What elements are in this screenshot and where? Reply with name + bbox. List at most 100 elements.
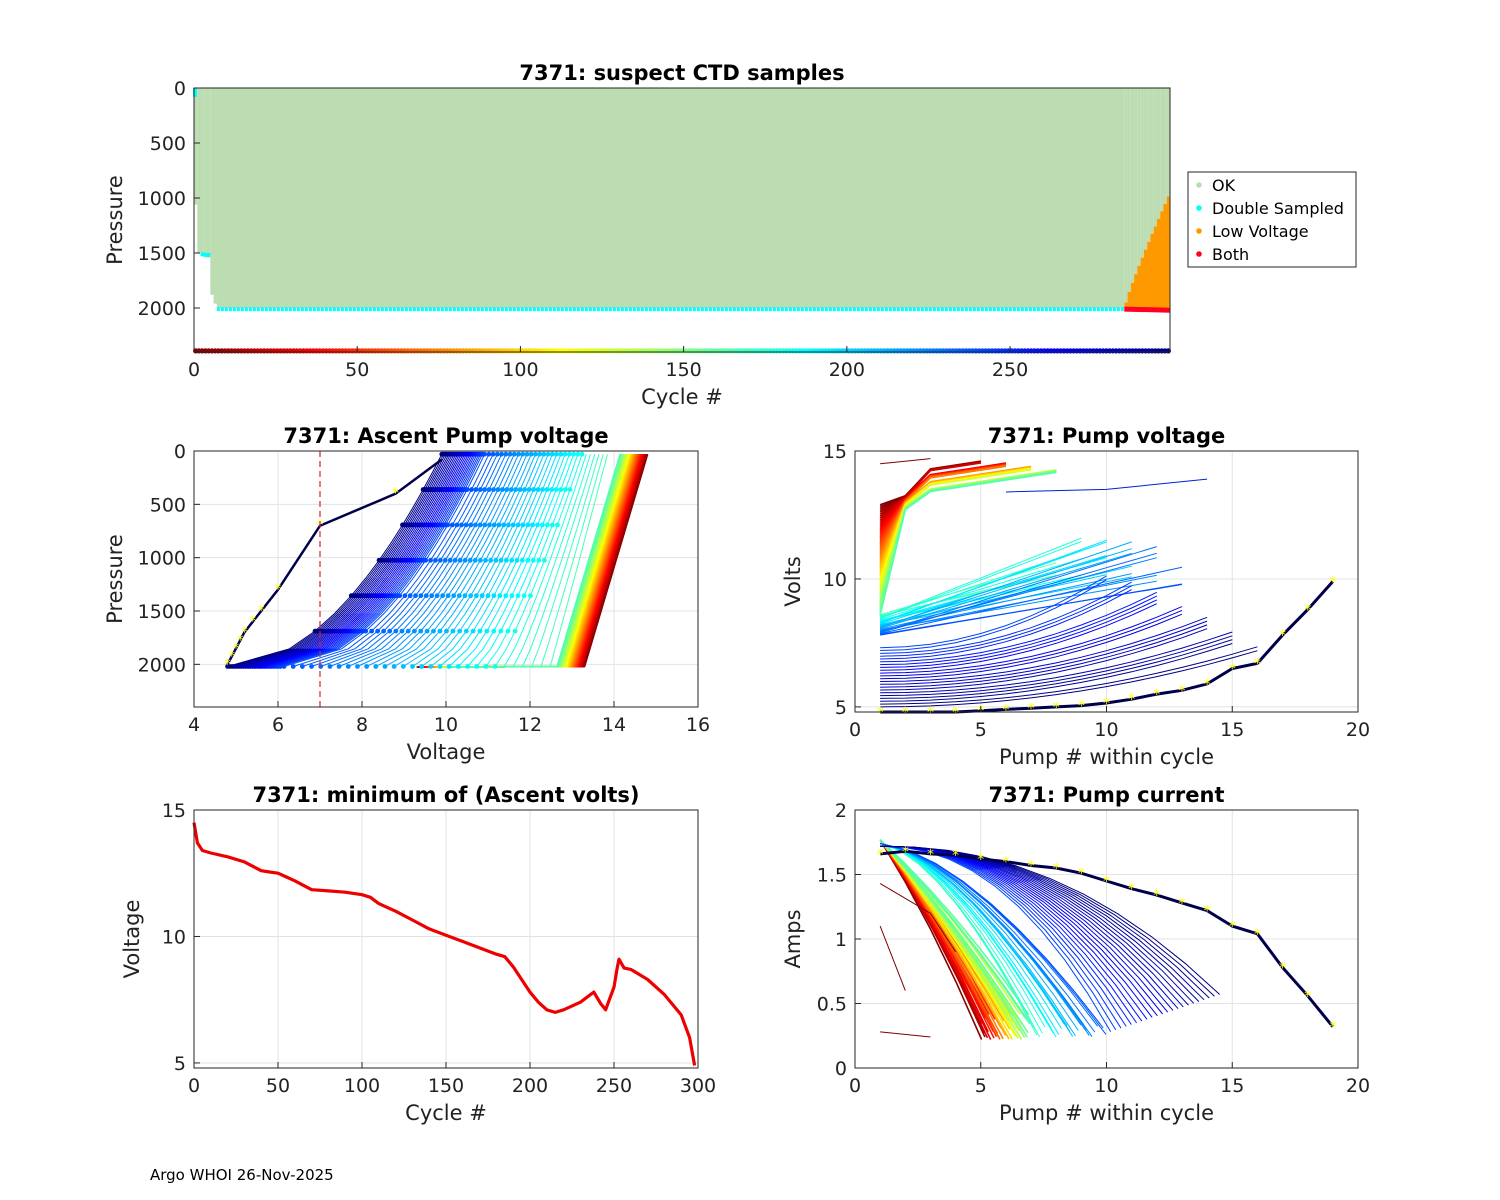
- pump-voltage-line: [880, 643, 1233, 702]
- pump-voltage-line: [879, 548, 1132, 628]
- pump-voltage-line: [880, 646, 1258, 705]
- low-voltage-region: [1163, 203, 1168, 308]
- axes-minvolt: [192, 809, 699, 1068]
- ascent-point: [402, 593, 408, 599]
- ascent-profile: [270, 453, 476, 667]
- ascent-point: [407, 593, 413, 599]
- x-tick-label: 150: [428, 1075, 464, 1097]
- last-cycle-marker: *: [1153, 687, 1160, 703]
- pump-current-line: [880, 845, 1221, 995]
- pump-voltage-line: [880, 635, 1233, 697]
- ascent-point: [446, 664, 452, 669]
- ascent-point: [504, 487, 510, 492]
- ascent-point: [447, 557, 453, 563]
- ascent-profile: [252, 453, 462, 667]
- ascent-point: [369, 628, 375, 634]
- ascent-point: [290, 664, 296, 669]
- y-tick-label: 500: [150, 494, 186, 516]
- low-voltage-region: [1147, 241, 1151, 308]
- ascent-point: [503, 593, 509, 599]
- ascent-point: [451, 593, 457, 599]
- ok-region-late: [1137, 88, 1141, 266]
- last-cycle-marker: *: [275, 583, 282, 598]
- ascent-point: [566, 451, 572, 457]
- ascent-point: [418, 628, 424, 634]
- ascent-profile: [234, 453, 448, 667]
- ascent-profile: [503, 454, 587, 667]
- ascent-point: [524, 451, 530, 457]
- ascent-point: [429, 593, 435, 599]
- ascent-point: [474, 664, 480, 669]
- legend-box: [1187, 171, 1357, 268]
- pump-current-line: [879, 843, 1107, 1035]
- y-axis-label: Amps: [781, 909, 805, 968]
- ascent-point: [541, 451, 547, 457]
- ok-region-late: [1163, 88, 1167, 204]
- last-cycle-marker: *: [952, 848, 959, 864]
- x-axis-label: Voltage: [407, 740, 486, 764]
- last-cycle-marker: *: [1078, 699, 1085, 715]
- ascent-profile: [245, 453, 457, 667]
- ascent-profile: [275, 453, 480, 667]
- ascent-profile: [268, 453, 475, 667]
- y-tick-label: 1: [835, 929, 847, 951]
- ascent-point: [520, 451, 526, 457]
- ascent-point: [444, 628, 449, 634]
- pump-voltage-line: [880, 650, 1258, 708]
- y-tick-label: 10: [162, 926, 186, 948]
- x-tick-label: 10: [1094, 1075, 1118, 1097]
- ascent-point: [505, 628, 511, 634]
- ascent-point: [465, 664, 470, 669]
- ascent-point: [456, 593, 462, 599]
- ascent-point: [484, 628, 490, 634]
- ascent-point: [457, 557, 463, 563]
- y-tick-label: 1500: [138, 243, 186, 265]
- y-tick-label: 2000: [138, 654, 186, 676]
- ascent-point: [487, 522, 492, 528]
- legend-marker: [1196, 182, 1202, 188]
- ascent-point: [562, 487, 568, 492]
- both-line: [1124, 306, 1171, 313]
- ascent-point: [544, 487, 550, 492]
- ascent-profile: [494, 454, 583, 667]
- last-cycle-marker: *: [1002, 855, 1009, 871]
- ascent-point: [519, 557, 525, 563]
- ascent-point: [537, 451, 543, 457]
- last-cycle-marker: *: [233, 641, 240, 656]
- axis-box: [193, 87, 1171, 353]
- x-tick-label: 15: [1220, 719, 1244, 741]
- ascent-point: [495, 487, 501, 492]
- ok-region-early: [194, 88, 198, 205]
- last-cycle-marker: *: [1103, 696, 1110, 712]
- last-cycle-marker: *: [1329, 575, 1336, 591]
- last-cycle-marker: *: [877, 847, 884, 863]
- ascent-profile: [301, 453, 494, 667]
- ascent-point: [575, 451, 581, 457]
- ascent-point: [348, 593, 354, 599]
- x-tick-label: 300: [680, 1075, 716, 1097]
- ascent-point: [486, 451, 492, 457]
- ascent-point: [514, 557, 520, 563]
- chart-title: 7371: suspect CTD samples: [519, 61, 844, 85]
- pump-voltage-line: [879, 558, 1082, 620]
- pump-current-line: [879, 839, 1029, 1034]
- pump-voltage-line: [880, 631, 1233, 694]
- ascent-point: [381, 628, 387, 634]
- ascent-profile: [531, 454, 600, 667]
- ascent-profile: [256, 453, 466, 667]
- pump-voltage-line: [879, 537, 1082, 619]
- x-tick-label: 50: [266, 1075, 290, 1097]
- ascent-point: [437, 628, 443, 634]
- pump-voltage-line: [879, 552, 1157, 634]
- ascent-profile: [229, 453, 445, 667]
- last-cycle-marker: *: [1053, 861, 1060, 877]
- pump-voltage-line: [879, 471, 1057, 616]
- ascent-point: [483, 557, 488, 563]
- pump-voltage-line: [879, 541, 1082, 620]
- ascent-point: [455, 664, 461, 669]
- ok-region-early: [203, 88, 211, 258]
- ascent-point: [549, 487, 555, 492]
- legend-marker: [1196, 228, 1202, 234]
- ascent-profile: [283, 453, 486, 667]
- ascent-point: [536, 557, 542, 563]
